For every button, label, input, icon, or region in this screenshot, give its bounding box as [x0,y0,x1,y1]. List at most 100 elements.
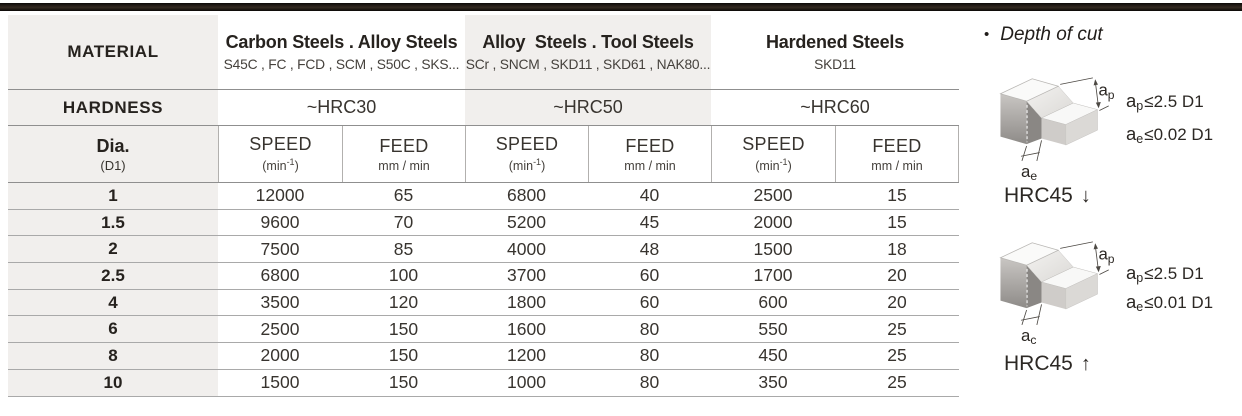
top-divider-bar [0,3,1242,11]
rule-sub: e [1136,300,1144,314]
feed-cell: 15 [887,185,907,206]
speed-cell: 1500 [260,372,300,393]
material-row: MATERIAL Carbon Steels . Alloy Steels S4… [8,15,959,90]
feed-cell: 20 [887,292,907,313]
speed-unit: (min-1) [755,157,792,173]
speed-cell: 2000 [753,212,793,233]
feed-label: FEED [379,135,429,156]
block-top-face [999,78,1060,102]
block-left-face [1000,93,1027,145]
speed-header: SPEED (min-1) [218,126,342,182]
rule-base: a [1126,262,1137,283]
unit-sup: -1 [533,157,542,168]
speed-unit: (min-1) [509,157,546,173]
group-subtitle: SKD11 [814,57,856,72]
arrowhead-down [1095,101,1101,109]
unit-text: (min [262,159,287,174]
dia-cell: 4 [8,289,218,316]
feed-cell: 15 [887,212,907,233]
dia-cell: 2 [8,236,218,263]
speed-label: SPEED [495,134,559,155]
speed-cell: 1800 [507,292,546,313]
dia-cell: 1.5 [8,209,218,236]
feed-cell: 25 [887,345,907,366]
block-left-face [1000,257,1027,309]
speed-cell: 2500 [753,185,793,206]
depth-of-cut-title: • Depth of cut [984,24,1103,46]
block-cut-wall [1026,101,1042,145]
speed-header: SPEED (min-1) [465,126,588,182]
caption-text: HRC45 [1004,184,1073,207]
ae-limit-rule: ae≤0.01 D1 [1126,291,1213,314]
rule-rest: ≤0.02 D1 [1144,125,1214,144]
table-row: 10 1500 150 1000 80 350 25 [8,369,959,397]
speed-cell: 6800 [507,185,546,206]
feed-cell: 65 [393,185,414,206]
speed-label: SPEED [249,134,312,155]
feed-cell: 60 [639,265,660,286]
hardness-header: HARDNESS [8,90,218,125]
feed-unit: mm / min [871,158,923,173]
hardness-value: ~HRC50 [465,90,711,125]
feed-cell: 45 [639,212,660,233]
feed-unit: mm / min [624,158,676,173]
feed-header: FEED mm / min [835,126,959,182]
feed-header: FEED mm / min [342,126,465,182]
feed-cell: 48 [639,238,660,259]
speed-cell: 2000 [260,345,300,366]
rule-base: a [1126,291,1137,312]
rule-sub: e [1136,132,1144,146]
feed-cell: 150 [388,372,419,393]
feed-cell: 80 [639,318,660,339]
table-row: 4 3500 120 1800 60 600 20 [8,289,959,317]
rule-rest: ≤2.5 D1 [1144,92,1204,111]
speed-cell: 600 [758,292,788,313]
ap-label: ap [1098,81,1114,102]
speed-cell: 4000 [507,238,546,259]
feed-unit: mm / min [378,158,430,173]
speed-cell: 350 [758,372,788,393]
rule-sub: p [1136,271,1144,285]
speed-unit: (min-1) [262,157,299,173]
dia-cell: 10 [8,369,218,396]
table-row: 1 12000 65 6800 40 2500 15 [8,183,959,210]
hrc45-up-caption: HRC45 ↑ [1004,352,1091,376]
feed-cell: 18 [887,238,907,259]
arrowhead-up [1093,79,1098,86]
feed-cell: 120 [388,292,419,313]
speed-cell: 550 [758,318,788,339]
speed-header: SPEED (min-1) [711,126,835,182]
feed-cell: 85 [393,238,414,259]
speed-cell: 1200 [507,345,546,366]
ap-label: ap [1098,245,1114,266]
feed-cell: 150 [388,318,419,339]
caption-text: HRC45 [1004,352,1073,375]
ae-limit-rule: ae≤0.02 D1 [1126,123,1213,146]
feed-cell: 100 [388,265,419,286]
speed-cell: 1000 [507,372,546,393]
hardness-row: HARDNESS ~HRC30 ~HRC50 ~HRC60 [8,90,959,126]
speed-cell: 3700 [507,265,546,286]
arrowhead-down [1095,265,1101,273]
group-title: Hardened Steels [765,32,905,52]
unit-text: ) [787,159,792,174]
speed-cell: 6800 [260,265,300,286]
speed-cell: 9600 [260,212,300,233]
group-title: Alloy Steels . Tool Steels [482,32,694,52]
feed-label: FEED [872,135,922,156]
table-row: 2.5 6800 100 3700 60 1700 20 [8,263,959,290]
feed-header: FEED mm / min [588,126,711,182]
dia-header: Dia. (D1) [8,126,218,182]
dia-cell: 6 [8,316,218,343]
block-step-right-face [1065,109,1098,146]
feed-cell: 40 [639,185,660,206]
material-group-carbon-steels: Carbon Steels . Alloy Steels S45C , FC ,… [218,15,465,89]
unit-sup: -1 [779,157,788,168]
feed-label: FEED [625,135,675,156]
ap-limit-rule: ap≤2.5 D1 [1126,262,1204,285]
arrow-down-icon: ↓ [1080,185,1091,207]
material-header: MATERIAL [8,15,218,89]
rule-rest: ≤2.5 D1 [1144,264,1204,283]
hardness-value: ~HRC60 [800,97,870,117]
